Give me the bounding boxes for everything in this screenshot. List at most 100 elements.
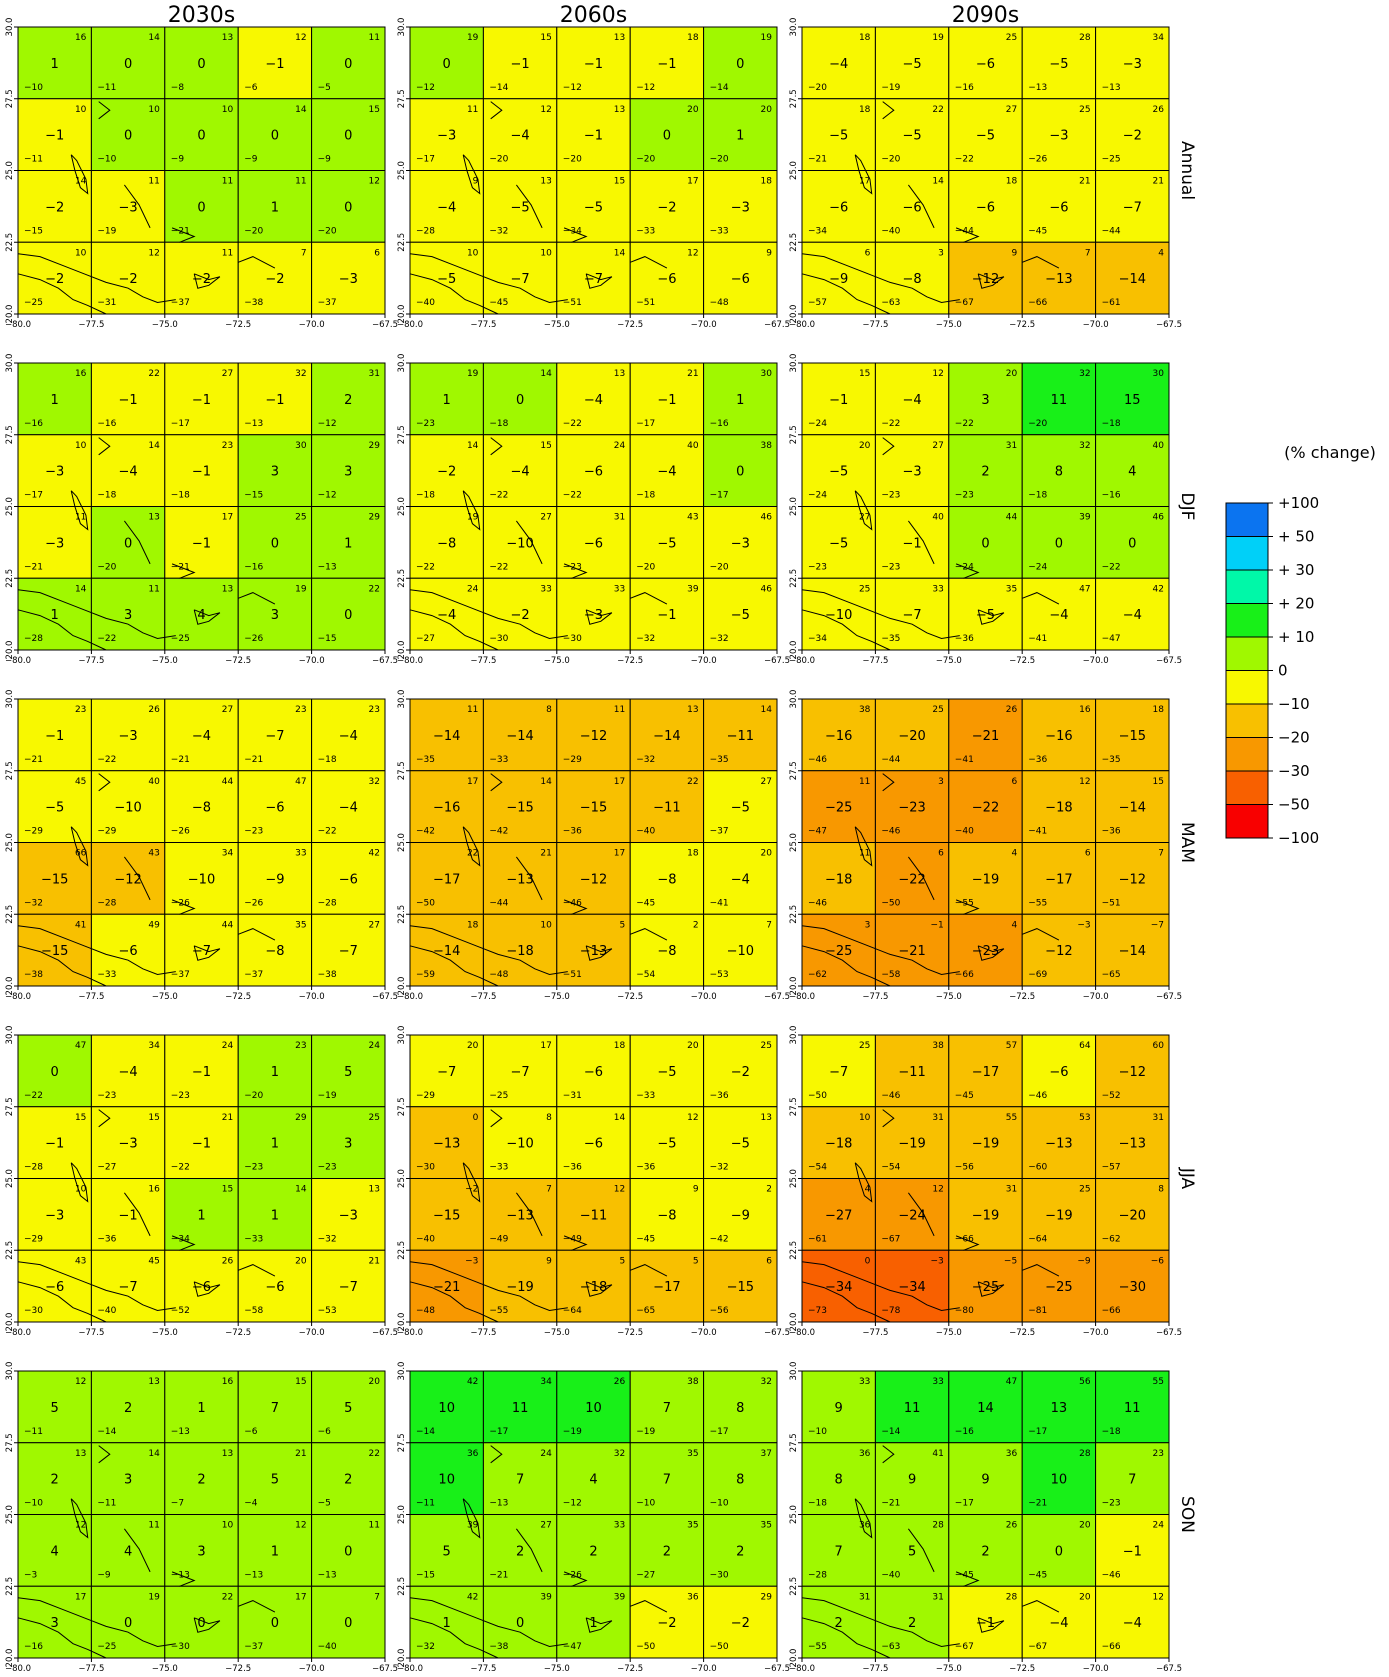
cell-upper-value: 4 xyxy=(865,1185,871,1195)
panel-DJF-2030s: 116−16−122−16−127−17−132−13231−12−310−17… xyxy=(5,354,398,666)
heatmap-cell xyxy=(482,1034,558,1108)
cell-center-value: −11 xyxy=(898,1065,925,1080)
x-tick-label: −75.0 xyxy=(152,1664,178,1674)
heatmap-cell xyxy=(874,506,950,579)
cell-upper-value: 12 xyxy=(687,1113,698,1123)
cell-upper-value: 47 xyxy=(1006,1377,1017,1387)
cell-center-value: 4 xyxy=(124,1544,132,1559)
panel-DJF-2090s: −115−24−412−22320−221132−201530−18−520−2… xyxy=(789,354,1182,666)
coastline xyxy=(409,1261,568,1312)
heatmap-cell xyxy=(90,1514,166,1587)
cell-upper-value: 12 xyxy=(148,248,159,258)
heatmap-cell xyxy=(311,1585,386,1659)
x-tick-label: −72.5 xyxy=(617,320,643,330)
heatmap-cell xyxy=(164,241,239,315)
heatmap-cell xyxy=(311,506,386,579)
cell-lower-value: −20 xyxy=(710,562,729,572)
cell-upper-value: 35 xyxy=(687,1521,698,1531)
cell-lower-value: −22 xyxy=(955,155,974,165)
cell-lower-value: −48 xyxy=(710,298,729,308)
cell-lower-value: −51 xyxy=(636,298,655,308)
cell-upper-value: 27 xyxy=(932,441,943,451)
cell-upper-value: 10 xyxy=(222,1521,234,1531)
cell-center-value: −6 xyxy=(339,872,358,887)
cell-upper-value: 10 xyxy=(75,248,87,258)
x-tick-label: −75.0 xyxy=(544,656,570,666)
cell-center-value: 9 xyxy=(908,1473,916,1488)
cell-upper-value: 15 xyxy=(540,441,551,451)
coastline xyxy=(17,273,107,315)
cell-center-value: −4 xyxy=(511,129,530,144)
cell-lower-value: −66 xyxy=(1028,298,1047,308)
cell-lower-value: −66 xyxy=(1102,1306,1121,1316)
cell-upper-value: 14 xyxy=(75,177,87,187)
coastline xyxy=(801,1281,891,1323)
cell-center-value: −4 xyxy=(1049,608,1068,623)
cell-center-value: 1 xyxy=(443,393,451,408)
legend-label: +100 xyxy=(1278,494,1319,512)
cell-center-value: −6 xyxy=(976,57,995,72)
heatmap-cell xyxy=(237,1249,313,1323)
cell-upper-value: 34 xyxy=(540,1377,552,1387)
heatmap-cell xyxy=(311,1514,386,1587)
cell-center-value: −3 xyxy=(1049,129,1068,144)
cell-upper-value: 12 xyxy=(75,1377,86,1387)
cell-center-value: 2 xyxy=(981,1544,989,1559)
y-tick-label: 25.0 xyxy=(397,497,407,516)
x-tick-label: −67.5 xyxy=(764,992,790,1002)
cell-lower-value: −37 xyxy=(318,298,337,308)
cell-upper-value: 13 xyxy=(369,1185,380,1195)
cell-upper-value: 4 xyxy=(1011,920,1017,930)
cell-lower-value: −40 xyxy=(881,1570,900,1580)
y-tick-label: 27.5 xyxy=(5,761,15,780)
cell-lower-value: −48 xyxy=(489,970,508,980)
cell-upper-value: 18 xyxy=(614,1041,626,1051)
heatmap-cell xyxy=(482,362,558,436)
coastline xyxy=(238,256,276,269)
cell-upper-value: 27 xyxy=(540,513,551,523)
y-tick-label: 22.5 xyxy=(5,233,15,252)
cell-upper-value: 17 xyxy=(75,1592,86,1602)
cell-upper-value: 39 xyxy=(1079,513,1091,523)
cell-lower-value: −21 xyxy=(881,1499,900,1509)
cell-upper-value: 11 xyxy=(369,1521,380,1531)
cell-lower-value: −73 xyxy=(808,1306,827,1316)
heatmap-cell xyxy=(482,842,558,915)
heatmap-cell xyxy=(948,913,1023,987)
y-tick-label: 22.5 xyxy=(397,905,407,924)
x-tick-label: −72.5 xyxy=(617,1664,643,1674)
cell-upper-value: 24 xyxy=(1153,1521,1165,1531)
cell-center-value: −1 xyxy=(657,608,676,623)
cell-upper-value: 26 xyxy=(1006,1521,1018,1531)
y-tick-label: 27.5 xyxy=(397,1097,407,1116)
heatmap-cell xyxy=(311,98,386,171)
cell-lower-value: −30 xyxy=(416,1163,435,1173)
cell-center-value: −1 xyxy=(119,393,138,408)
cell-center-value: 7 xyxy=(835,1544,843,1559)
cell-center-value: −15 xyxy=(41,944,68,959)
cell-lower-value: −18 xyxy=(808,1499,827,1509)
heatmap-cell xyxy=(311,698,386,772)
cell-lower-value: −4 xyxy=(244,1499,258,1509)
cell-lower-value: −37 xyxy=(710,827,729,837)
y-tick-label: 22.5 xyxy=(5,1577,15,1596)
cell-upper-value: 31 xyxy=(1006,1185,1017,1195)
cell-upper-value: 42 xyxy=(1153,584,1164,594)
cell-lower-value: −17 xyxy=(171,419,190,429)
cell-lower-value: −45 xyxy=(636,1234,655,1244)
heatmap-cell xyxy=(164,98,239,171)
heatmap-cell xyxy=(629,98,705,171)
cell-center-value: −4 xyxy=(339,801,358,816)
cell-upper-value: 4 xyxy=(1158,248,1164,258)
heatmap-cell xyxy=(409,362,484,436)
cell-center-value: −22 xyxy=(898,872,925,887)
cell-lower-value: −14 xyxy=(489,83,508,93)
heatmap-cell xyxy=(164,1442,239,1515)
cell-center-value: 0 xyxy=(197,200,205,215)
cell-upper-value: 8 xyxy=(1158,1185,1164,1195)
y-tick-label: 20.0 xyxy=(789,1313,799,1332)
cell-upper-value: 47 xyxy=(75,1041,86,1051)
cell-upper-value: 33 xyxy=(932,1377,943,1387)
cell-center-value: −13 xyxy=(1119,1137,1146,1152)
cell-upper-value: 22 xyxy=(222,1592,233,1602)
